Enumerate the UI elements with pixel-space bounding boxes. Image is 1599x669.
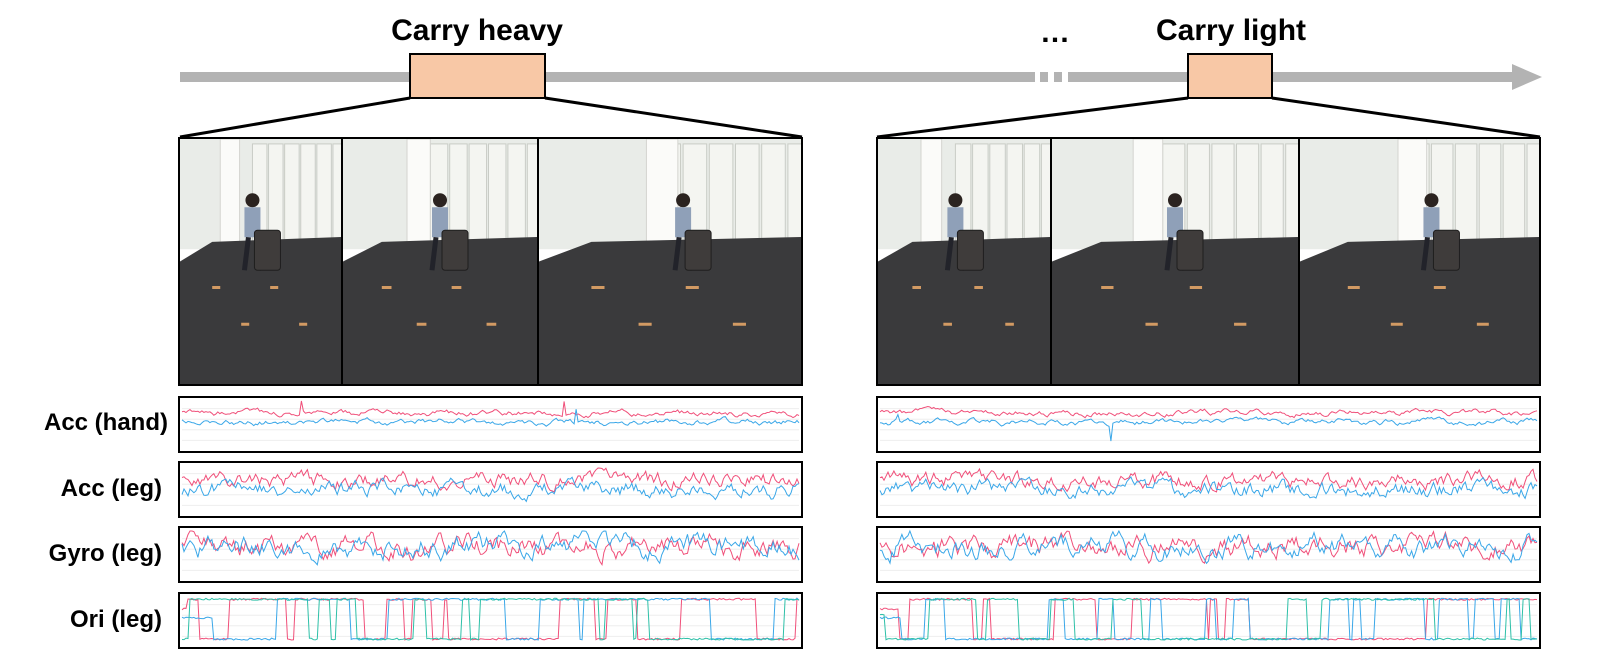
zoom-line	[1271, 96, 1541, 139]
signal-line	[879, 413, 1538, 442]
signal-line	[879, 475, 1538, 500]
signal-line	[181, 476, 800, 503]
segment-carry-heavy	[409, 53, 546, 99]
scene-illustration	[878, 139, 1050, 384]
signal-traces	[181, 467, 800, 506]
signal-line	[181, 597, 800, 641]
scene-illustration	[1300, 139, 1539, 384]
signal-traces	[879, 529, 1538, 571]
zoom-line	[179, 96, 411, 139]
video-frame	[178, 137, 343, 386]
signal-line	[879, 529, 1538, 565]
row-label-gyro-leg: Gyro (leg)	[48, 540, 162, 567]
video-frame	[341, 137, 539, 386]
row-label-acc-hand: Acc (hand)	[43, 409, 168, 436]
video-frame	[1050, 137, 1300, 386]
video-frame	[1298, 137, 1541, 386]
signal-traces	[879, 405, 1538, 442]
sensor-plot-acc-hand-left	[178, 396, 803, 453]
signal-line	[181, 467, 800, 493]
signal-traces	[181, 597, 800, 641]
signal-traces	[181, 530, 800, 571]
video-frame	[537, 137, 803, 386]
row-label-acc-leg: Acc (leg)	[60, 475, 162, 502]
signal-traces	[879, 467, 1538, 506]
signal-traces	[879, 597, 1538, 641]
zoom-line	[544, 96, 803, 139]
scene-illustration	[1052, 139, 1298, 384]
signal-line	[181, 530, 800, 566]
signal-line	[181, 530, 800, 566]
signal-line	[181, 409, 800, 427]
ellipsis: …	[1040, 16, 1070, 49]
row-label-ori-leg: Ori (leg)	[69, 606, 162, 633]
signal-line	[879, 405, 1538, 419]
sensor-plot-gyro-leg-left	[178, 526, 803, 583]
scene-illustration	[343, 139, 537, 384]
scene-illustration	[539, 139, 801, 384]
signal-line	[879, 530, 1538, 565]
signal-line	[879, 597, 1538, 641]
signal-line	[181, 400, 800, 419]
video-frame	[876, 137, 1052, 386]
sensor-plot-acc-leg-right	[876, 461, 1541, 518]
activity-label-carry-light: Carry light	[1155, 14, 1307, 47]
sensor-plot-acc-hand-right	[876, 396, 1541, 453]
sensor-plot-gyro-leg-right	[876, 526, 1541, 583]
zoom-line	[876, 96, 1189, 139]
signal-line	[879, 597, 1538, 641]
signal-line	[879, 467, 1538, 493]
activity-label-carry-heavy: Carry heavy	[391, 14, 563, 47]
timeline-arrowhead	[1512, 64, 1542, 90]
segment-carry-light	[1187, 53, 1273, 99]
scene-illustration	[180, 139, 341, 384]
sensor-plot-ori-leg-right	[876, 592, 1541, 649]
signal-traces	[181, 400, 800, 441]
sensor-plot-ori-leg-left	[178, 592, 803, 649]
sensor-plot-acc-leg-left	[178, 461, 803, 518]
